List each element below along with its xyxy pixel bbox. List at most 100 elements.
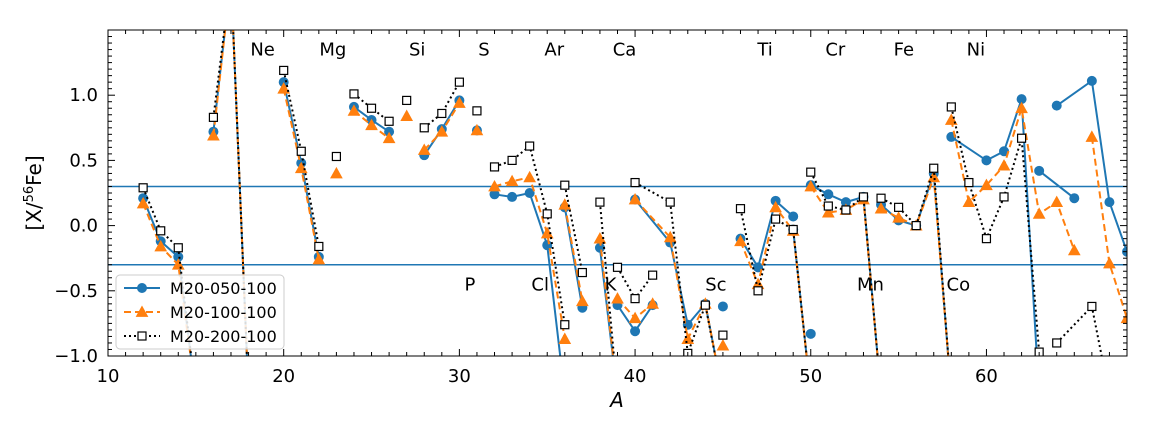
data-point [628, 311, 642, 324]
element-label: Si [409, 40, 425, 61]
data-point [576, 294, 589, 307]
element-label: Sc [705, 274, 726, 295]
data-point [806, 167, 816, 177]
data-point [173, 243, 183, 253]
data-point [823, 201, 833, 211]
legend-label: M20-050-100 [170, 279, 277, 298]
x-tick-label: 30 [448, 366, 471, 387]
x-tick-label: 40 [624, 366, 647, 387]
legend-marker [135, 305, 149, 317]
data-point [646, 297, 659, 309]
series-line [616, 266, 654, 301]
data-point [1050, 195, 1064, 208]
data-point [330, 166, 343, 179]
data-point [366, 103, 377, 113]
legend-marker [137, 283, 147, 293]
series-line [563, 204, 584, 302]
data-point [876, 193, 886, 203]
data-point [1052, 338, 1062, 348]
x-tick-label: 50 [799, 366, 822, 387]
data-point [717, 301, 728, 312]
data-point [488, 179, 501, 192]
data-point [558, 332, 572, 344]
legend: M20-050-100 M20-100-100 M20-200-100 [115, 274, 285, 350]
data-point [1103, 256, 1116, 269]
series-line [598, 238, 615, 356]
data-point [1087, 301, 1097, 312]
data-point [716, 339, 730, 351]
data-point [999, 192, 1009, 202]
y-tick-label: −1.0 [54, 346, 98, 367]
data-point [365, 118, 378, 131]
series-line [739, 208, 808, 356]
element-label: Co [947, 274, 971, 295]
element-label: K [605, 274, 618, 295]
element-label: Mg [319, 40, 346, 61]
data-point [1120, 311, 1127, 324]
data-point [312, 252, 326, 265]
data-point [489, 162, 500, 172]
data-point [681, 332, 695, 344]
data-point [138, 183, 148, 193]
data-point [384, 116, 394, 126]
series-line [212, 30, 248, 356]
element-labels: Ne Mg Si S Ar Ca Ti Cr Fe Ni P Cl K Sc Mn Co [250, 40, 985, 296]
data-point [628, 192, 642, 205]
data-point [1032, 207, 1046, 219]
data-point [735, 204, 746, 214]
data-point [1051, 100, 1062, 111]
series-line [739, 198, 794, 270]
series-line [563, 207, 584, 308]
data-point [542, 209, 552, 219]
data-point [207, 129, 220, 141]
data-point [560, 180, 570, 190]
data-point [402, 95, 412, 106]
data-point [874, 202, 888, 214]
data-point [981, 234, 992, 244]
data-point [734, 234, 747, 247]
x-tick-label: 10 [97, 366, 120, 387]
series-line [634, 198, 717, 356]
data-point [700, 300, 710, 310]
data-point [980, 178, 993, 191]
element-label: Ar [544, 40, 564, 61]
data-point [648, 270, 658, 280]
data-point [964, 177, 974, 188]
data-point [911, 221, 921, 231]
data-point [560, 320, 570, 330]
data-point [472, 106, 482, 116]
data-point [946, 102, 956, 112]
data-point [630, 177, 640, 188]
data-point [665, 197, 675, 207]
data-point [929, 163, 939, 173]
data-point [470, 123, 484, 136]
element-label: Cr [825, 40, 846, 61]
series-line [1056, 79, 1127, 253]
data-point [136, 196, 150, 209]
y-axis-label: [X/56Fe] [22, 155, 46, 230]
data-point [1069, 193, 1080, 204]
data-point [630, 326, 641, 337]
data-point [171, 258, 185, 270]
y-axis-label-main: [X/ [22, 202, 46, 231]
data-point [1085, 130, 1099, 142]
data-point [841, 205, 851, 215]
data-point [595, 197, 605, 207]
element-label: Ca [613, 40, 637, 61]
data-point [349, 89, 359, 99]
data-point [382, 131, 396, 144]
data-point [1067, 243, 1081, 256]
data-point [1016, 133, 1027, 143]
element-label: Ne [250, 40, 275, 61]
element-label: Ni [967, 40, 985, 61]
data-point [1086, 75, 1097, 86]
y-tick-label: 0.0 [69, 216, 98, 237]
data-point [612, 262, 623, 272]
data-point [962, 195, 976, 208]
data-point [314, 241, 324, 252]
legend-label: M20-200-100 [170, 327, 277, 346]
data-point [821, 206, 835, 218]
y-tick-label: 0.5 [69, 150, 98, 171]
series-line [634, 181, 717, 356]
y-axis-label-sup: 56 [22, 186, 37, 203]
